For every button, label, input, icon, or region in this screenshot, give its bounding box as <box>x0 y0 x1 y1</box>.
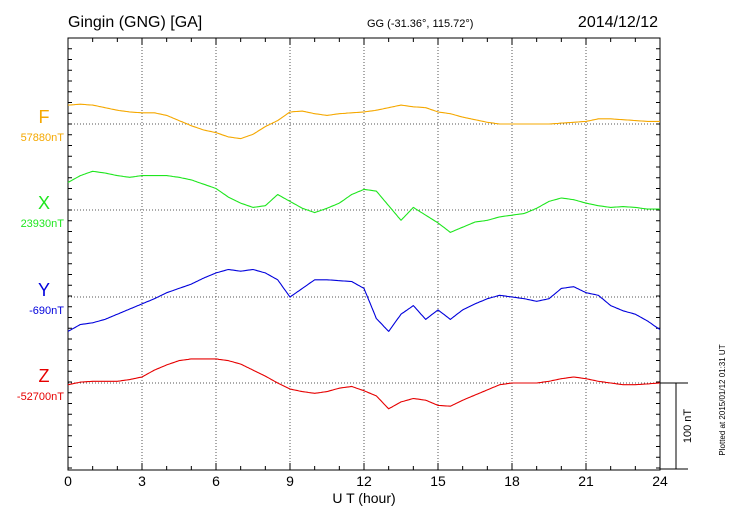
axis-ticks: 0 3 6 9 12 15 18 21 24 <box>64 37 668 489</box>
series-line-z <box>67 358 661 410</box>
scale-bar: 100 nT <box>660 382 694 470</box>
series-line-f <box>67 103 660 140</box>
component-labels: F 57880nT X 23930nT Y -690nT Z -52700nT <box>17 107 64 403</box>
coordinates-label: GG (-31.36°, 115.72°) <box>367 18 473 30</box>
component-label-y: Y <box>38 280 50 300</box>
x-tick-label: 24 <box>652 473 668 489</box>
plotted-timestamp: Plotted at 2015/01/12 01:31 UT <box>718 344 727 455</box>
x-tick-label: 12 <box>356 473 372 489</box>
baseline-value-z: -52700nT <box>17 391 64 403</box>
x-tick-label: 3 <box>138 473 146 489</box>
series-line-y <box>67 268 661 332</box>
x-tick-label: 9 <box>286 473 294 489</box>
date-label: 2014/12/12 <box>578 14 658 31</box>
component-label-x: X <box>38 193 50 213</box>
baseline-value-x: 23930nT <box>21 218 65 230</box>
component-label-f: F <box>39 107 50 127</box>
series-line-x <box>67 170 660 233</box>
baseline-value-y: -690nT <box>29 305 64 317</box>
x-axis-label: U T (hour) <box>332 490 395 506</box>
x-tick-label: 18 <box>504 473 520 489</box>
baseline-value-f: 57880nT <box>21 132 65 144</box>
x-tick-label: 21 <box>578 473 594 489</box>
component-label-z: Z <box>39 366 50 386</box>
x-tick-label: 15 <box>430 473 446 489</box>
station-title: Gingin (GNG) [GA] <box>68 14 202 31</box>
x-tick-label: 0 <box>64 473 72 489</box>
scale-bar-label: 100 nT <box>682 409 694 444</box>
x-tick-label: 6 <box>212 473 220 489</box>
grid-lines <box>68 38 660 470</box>
series-layer <box>67 103 661 410</box>
